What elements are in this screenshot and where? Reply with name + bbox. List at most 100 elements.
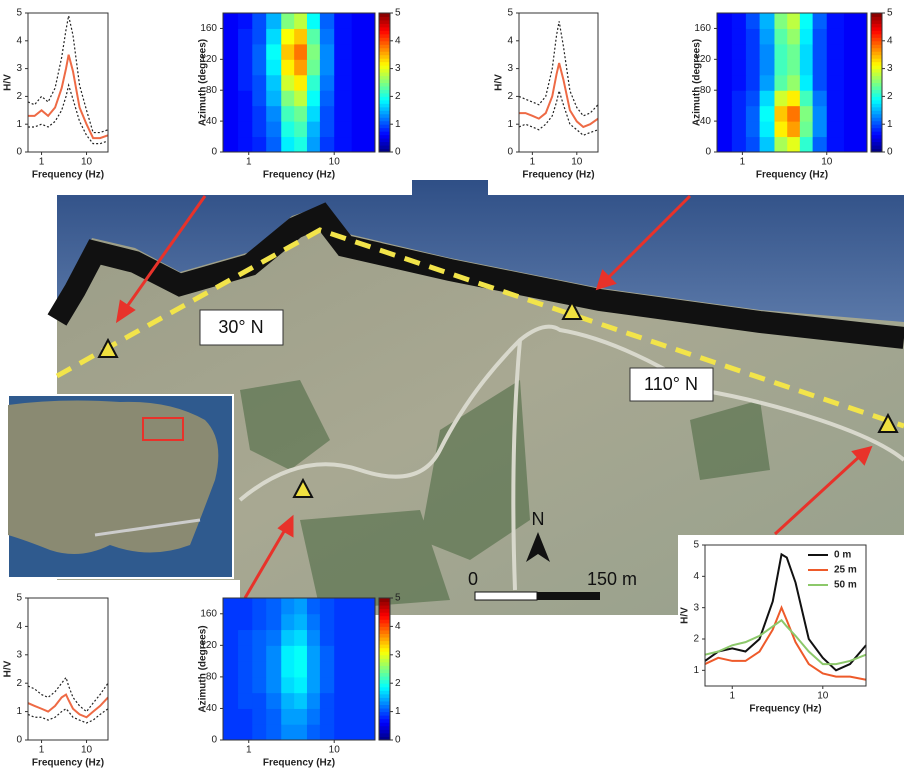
y-tick-label: 1 <box>16 119 22 130</box>
heat-cell <box>800 28 813 44</box>
heat-cell <box>352 90 376 106</box>
colorbar-segment <box>379 637 390 641</box>
y-tick-label: 5 <box>507 8 513 19</box>
colorbar-segment <box>379 605 390 609</box>
heat-cell <box>760 13 775 29</box>
colorbar-segment <box>379 694 390 698</box>
colorbar-segment <box>379 669 390 673</box>
colorbar-segment <box>379 655 390 659</box>
heat-cell <box>334 44 352 60</box>
chart: 012345110Frequency (Hz)H/V <box>3 593 108 769</box>
scale-bar <box>537 592 600 600</box>
heat-cell <box>266 645 282 661</box>
heat-cell <box>352 13 376 29</box>
heat-cell <box>746 44 760 60</box>
heat-cell <box>844 13 868 29</box>
colorbar-segment <box>379 114 390 118</box>
x-tick-label: 1 <box>246 745 252 756</box>
heat-cell <box>223 90 239 106</box>
colorbar-segment <box>379 58 390 62</box>
colorbar-segment <box>379 121 390 125</box>
heat-cell <box>281 724 294 740</box>
heat-cell <box>746 75 760 91</box>
colorbar-segment <box>871 62 882 66</box>
heat-cell <box>252 708 266 724</box>
heat-cell <box>320 630 335 646</box>
heat-cell <box>307 106 320 122</box>
y-tick-label: 1 <box>16 706 22 717</box>
heat-cell <box>307 28 320 44</box>
heat-cell <box>732 28 747 44</box>
heat-cell <box>844 106 868 122</box>
scale-bar <box>475 592 537 600</box>
heat-cell <box>238 598 253 614</box>
heat-cell <box>252 724 266 740</box>
heat-cell <box>746 121 760 137</box>
heat-cell <box>223 693 239 709</box>
heat-cell <box>320 645 335 661</box>
y-tick-label: 0 <box>211 147 217 158</box>
colorbar-segment <box>871 16 882 20</box>
colorbar-segment <box>871 107 882 111</box>
colorbar-segment <box>379 726 390 730</box>
y-tick-label: 0 <box>705 147 711 158</box>
colorbar-segment <box>871 48 882 52</box>
heat-cell <box>294 13 307 29</box>
colorbar-segment <box>379 124 390 128</box>
colorbar-segment <box>379 729 390 733</box>
heat-cell <box>760 106 775 122</box>
heat-cell <box>352 677 376 693</box>
heat-cell <box>223 598 239 614</box>
heat-cell <box>320 598 335 614</box>
colorbar-segment <box>379 651 390 655</box>
heat-cell <box>352 121 376 137</box>
colorbar-segment <box>379 34 390 38</box>
colorbar-label: 5 <box>395 593 401 604</box>
heat-cell <box>717 59 732 75</box>
heat-cell <box>760 28 775 44</box>
y-tick-label: 4 <box>507 35 513 46</box>
colorbar-segment <box>379 630 390 634</box>
colorbar-segment <box>871 41 882 45</box>
colorbar-segment <box>379 100 390 104</box>
heat-cell <box>746 28 760 44</box>
y-tick-label: 5 <box>693 540 699 551</box>
heat-cell <box>223 59 239 75</box>
heat-cell <box>352 137 376 153</box>
colorbar-label: 4 <box>395 621 401 632</box>
heat-cell <box>732 121 747 137</box>
heat-cell <box>352 106 376 122</box>
heat-cell <box>294 693 307 709</box>
heat-cell <box>352 693 376 709</box>
legend-panel <box>678 535 872 720</box>
x-tick-label: 1 <box>729 691 735 702</box>
colorbar-segment <box>379 27 390 31</box>
heat-cell <box>281 677 294 693</box>
heat-cell <box>774 13 787 29</box>
y-tick-label: 1 <box>693 665 699 676</box>
heat-cell <box>787 75 800 91</box>
heat-cell <box>307 59 320 75</box>
heat-cell <box>717 90 732 106</box>
heat-cell <box>827 106 845 122</box>
y-tick-label: 3 <box>16 63 22 74</box>
line <box>28 85 108 143</box>
heat-cell <box>717 137 732 153</box>
heat-cell <box>787 13 800 29</box>
colorbar-segment <box>379 619 390 623</box>
heat-cell <box>281 137 294 153</box>
heat-cell <box>266 44 282 60</box>
colorbar-segment <box>379 20 390 24</box>
inset-map <box>8 395 233 578</box>
colorbar-segment <box>871 86 882 90</box>
heat-cell <box>774 106 787 122</box>
heat-cell <box>827 44 845 60</box>
heat-cell <box>238 137 253 153</box>
colorbar-segment <box>379 83 390 87</box>
heat-cell <box>307 75 320 91</box>
heat-cell <box>294 44 307 60</box>
colorbar-segment <box>871 20 882 24</box>
colorbar-segment <box>871 58 882 62</box>
colorbar-segment <box>379 680 390 684</box>
heat-cell <box>787 90 800 106</box>
